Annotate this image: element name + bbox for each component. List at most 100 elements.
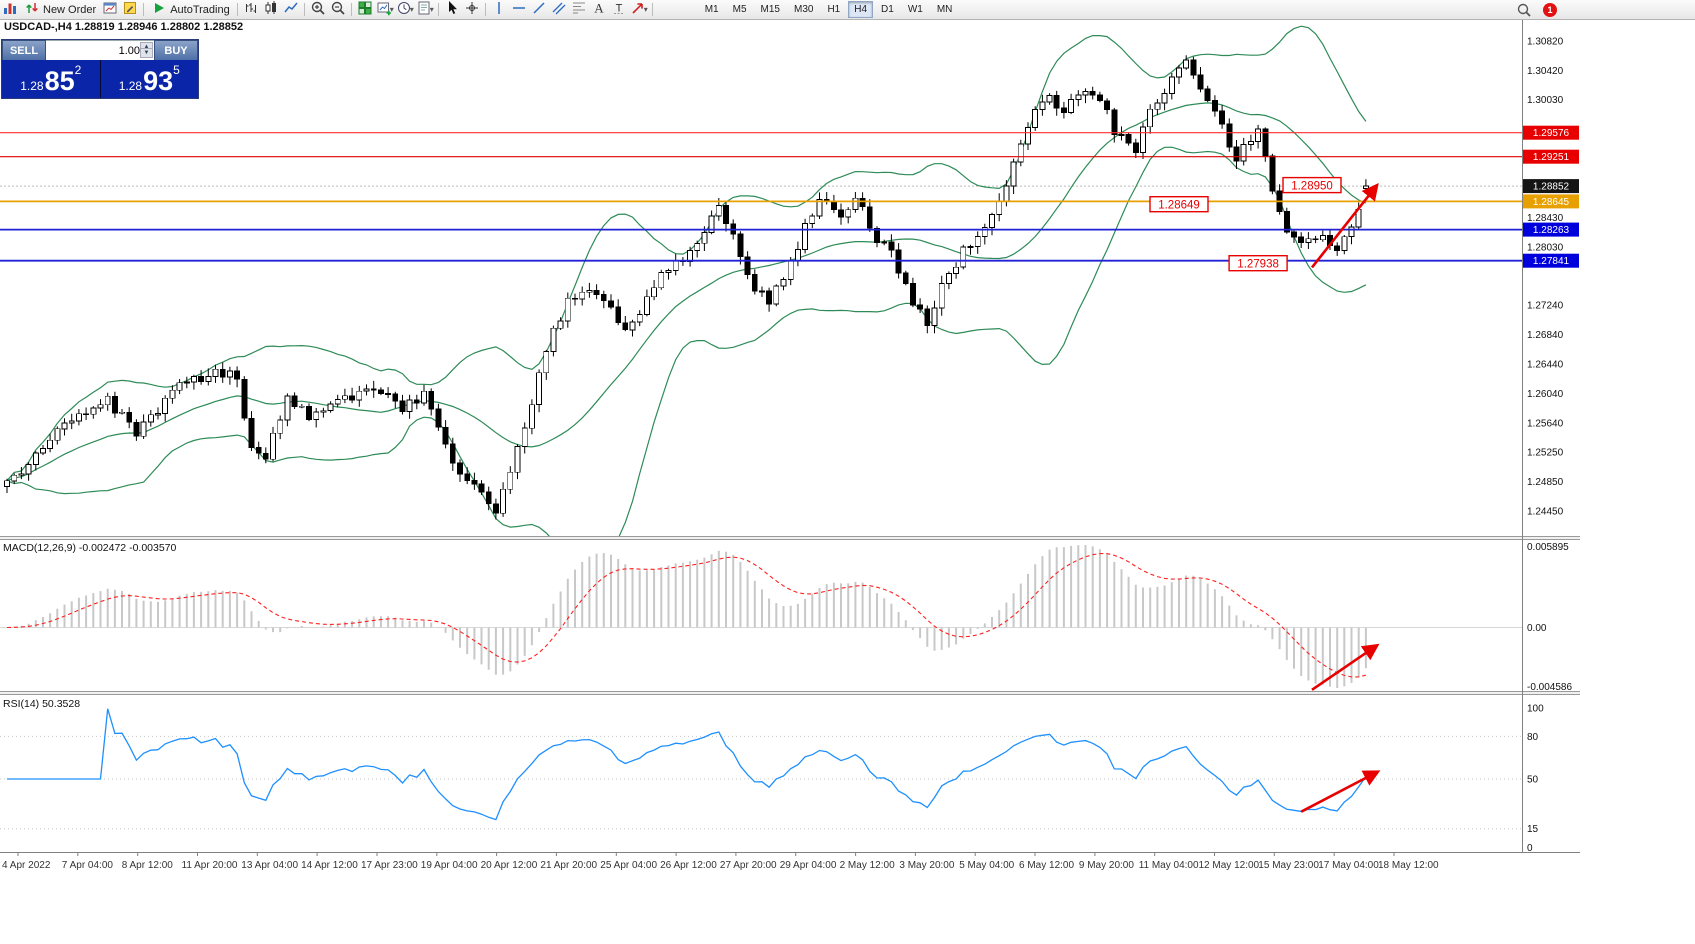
- timeframe-h4[interactable]: H4: [848, 1, 874, 18]
- fibo-icon: [571, 0, 587, 19]
- chevron-down-icon: ▾: [643, 5, 648, 14]
- new-chart-icon: [376, 0, 392, 19]
- svg-text:1.25640: 1.25640: [1527, 419, 1564, 430]
- sell-quote[interactable]: 1.28 85 2: [2, 60, 101, 98]
- sell-button[interactable]: SELL: [2, 40, 46, 62]
- bars-icon[interactable]: [241, 1, 261, 18]
- fibo-icon[interactable]: [569, 1, 589, 18]
- annotation-price-box[interactable]: [1149, 195, 1209, 213]
- panel-splitter[interactable]: [0, 536, 1580, 540]
- new-chart-icon[interactable]: ▾: [375, 1, 395, 18]
- one-click-controls: SELL ▲ ▼ BUY: [2, 40, 198, 62]
- cursor-icon[interactable]: [442, 1, 462, 18]
- candles-layer: [4, 59, 1369, 514]
- new-order-icon: [24, 0, 40, 19]
- svg-text:29 Apr 04:00: 29 Apr 04:00: [780, 860, 837, 871]
- svg-text:6 May 12:00: 6 May 12:00: [1019, 860, 1074, 871]
- channel-icon: [551, 0, 567, 19]
- toolbar-separator: [350, 3, 352, 16]
- time-axis[interactable]: 4 Apr 2022 7 Apr 04:00 8 Apr 12:00 11 Apr 2…: [0, 852, 1580, 872]
- buy-button[interactable]: BUY: [154, 40, 198, 62]
- charts-icon[interactable]: [100, 1, 120, 18]
- rsi-panel: [0, 708, 1522, 830]
- one-click-quotes: 1.28 85 2 1.28 93 5: [2, 60, 198, 98]
- candles-icon: [263, 0, 279, 19]
- trendline-icon: [531, 0, 547, 19]
- buy-quote[interactable]: 1.28 93 5: [100, 60, 198, 98]
- timeframe-mn[interactable]: MN: [936, 4, 953, 15]
- terminal-icon: [2, 0, 18, 19]
- svg-text:7 Apr 04:00: 7 Apr 04:00: [62, 860, 114, 871]
- bollinger-lower-band: [6, 146, 1367, 536]
- timeframe-h1[interactable]: H1: [827, 4, 841, 15]
- svg-text:1.30420: 1.30420: [1527, 66, 1564, 77]
- period-icon[interactable]: ▾: [395, 1, 415, 18]
- trend-arrow[interactable]: [1300, 770, 1381, 813]
- autotrading-icon: [151, 0, 167, 19]
- crosshair-icon[interactable]: [462, 1, 482, 18]
- zoom-out-icon[interactable]: [328, 1, 348, 18]
- toolbar-right: 1: [1514, 0, 1557, 19]
- hline-icon[interactable]: [509, 1, 529, 18]
- annotation-price-box[interactable]: [1282, 176, 1342, 194]
- svg-text:25 Apr 04:00: 25 Apr 04:00: [600, 860, 657, 871]
- editor-icon[interactable]: [120, 1, 140, 18]
- trend-arrow[interactable]: [1310, 182, 1379, 269]
- buy-price-sup: 5: [173, 63, 180, 77]
- new-order-button[interactable]: New Order: [20, 1, 100, 18]
- search-icon[interactable]: [1514, 1, 1534, 18]
- vline-icon: [491, 0, 507, 19]
- svg-text:1.26840: 1.26840: [1527, 330, 1564, 341]
- svg-text:1.28263: 1.28263: [1533, 225, 1570, 236]
- svg-text:1.27240: 1.27240: [1527, 301, 1564, 312]
- timeframe-m1[interactable]: M1: [704, 4, 719, 15]
- volume-decrease-button[interactable]: ▼: [140, 48, 153, 58]
- charts-icon: [102, 0, 118, 19]
- zoom-in-icon[interactable]: [308, 1, 328, 18]
- channel-icon[interactable]: [549, 1, 569, 18]
- trend-arrow[interactable]: [1311, 643, 1380, 691]
- label-icon[interactable]: T: [609, 1, 629, 18]
- svg-text:1.28852: 1.28852: [1533, 182, 1570, 193]
- line-chart-icon[interactable]: [281, 1, 301, 18]
- toolbar-separator: [651, 3, 653, 16]
- cursor-icon: [444, 0, 460, 19]
- candles-icon[interactable]: [261, 1, 281, 18]
- text-icon[interactable]: A: [589, 1, 609, 18]
- timeframe-d1[interactable]: D1: [881, 4, 894, 15]
- tile-windows-icon[interactable]: [355, 1, 375, 18]
- price-axis[interactable]: 1.30820 1.30420 1.30030 1.28430 1.28030 1.272…: [1522, 19, 1580, 854]
- template-icon[interactable]: ▾: [415, 1, 435, 18]
- timeframe-m15[interactable]: M15: [760, 4, 780, 15]
- annotation-price-box[interactable]: [1228, 254, 1288, 272]
- one-click-trading-panel: SELL ▲ ▼ BUY 1.28 85 2 1.28 93 5: [1, 39, 199, 99]
- svg-text:1.29251: 1.29251: [1533, 152, 1570, 163]
- vline-icon[interactable]: [489, 1, 509, 18]
- toolbar-separator: [143, 3, 145, 16]
- timeframe-w1[interactable]: W1: [907, 4, 923, 15]
- zoom-in-icon: [310, 0, 326, 19]
- template-icon: [416, 0, 432, 19]
- svg-text:4 Apr 2022: 4 Apr 2022: [2, 860, 51, 871]
- terminal-icon[interactable]: [0, 1, 20, 18]
- svg-text:21 Apr 20:00: 21 Apr 20:00: [540, 860, 597, 871]
- volume-input[interactable]: [46, 42, 154, 60]
- timeframe-m5[interactable]: M5: [732, 4, 747, 15]
- arrows-icon[interactable]: ▾: [629, 1, 649, 18]
- svg-text:100: 100: [1527, 704, 1544, 715]
- svg-text:18 May 12:00: 18 May 12:00: [1378, 860, 1439, 871]
- chevron-down-icon: ▾: [409, 5, 414, 14]
- trendline-icon[interactable]: [529, 1, 549, 18]
- chart-ohlc-title: USDCAD-,H4 1.28819 1.28946 1.28802 1.288…: [4, 21, 244, 33]
- zoom-out-icon: [330, 0, 346, 19]
- svg-text:1.28645: 1.28645: [1533, 197, 1570, 208]
- timeframe-m30[interactable]: M30: [793, 4, 814, 15]
- autotrading-button-label: AutoTrading: [170, 3, 230, 16]
- toolbar-separator: [303, 3, 305, 16]
- autotrading-button[interactable]: AutoTrading: [147, 1, 234, 18]
- svg-text:2 May 12:00: 2 May 12:00: [840, 860, 895, 871]
- toolbar: New Order AutoTrading ▾ ▾ ▾ A T ▾ M1 M5 M15 M30 H1 H…: [0, 0, 1695, 20]
- panel-splitter[interactable]: [0, 691, 1580, 695]
- notification-badge[interactable]: 1: [1543, 2, 1557, 17]
